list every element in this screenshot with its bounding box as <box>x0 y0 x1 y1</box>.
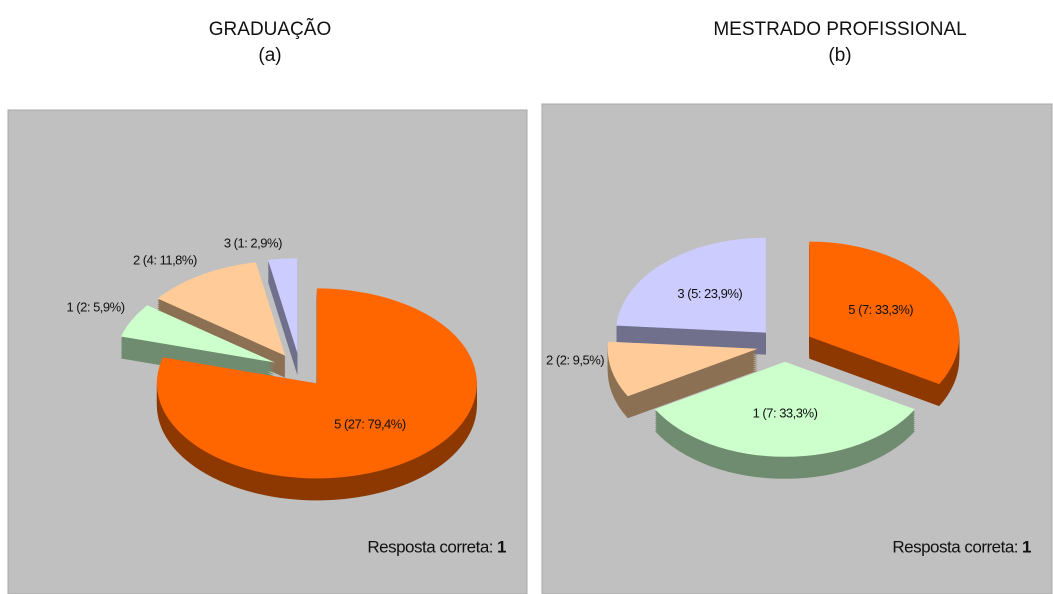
chart-title: GRADUAÇÃO <box>209 18 331 40</box>
data-label: 3 (1: 2,9%) <box>224 235 282 250</box>
chart-subtitle: (b) <box>828 45 851 66</box>
pie-slice <box>121 305 275 363</box>
chart-subtitle: (a) <box>258 45 281 66</box>
pie-slice <box>655 361 915 457</box>
annotation: Resposta correta: <box>367 537 493 556</box>
data-label: 5 (7: 33,3%) <box>848 302 913 317</box>
chart-title: MESTRADO PROFISSIONAL <box>713 19 966 40</box>
annotation: Resposta correta: <box>892 537 1018 556</box>
pie-slice <box>157 262 286 356</box>
pie-slice <box>156 288 477 479</box>
pie-slice <box>616 237 766 333</box>
answer: 1 <box>497 537 506 556</box>
answer: 1 <box>1022 537 1031 556</box>
data-label: 1 (2: 5,9%) <box>66 299 124 314</box>
pie-slice <box>809 241 960 385</box>
data-label: 3 (5: 23,9%) <box>677 286 742 301</box>
data-label: 2 (2: 9,5%) <box>546 352 604 367</box>
data-label: 5 (27: 79,4%) <box>334 417 406 432</box>
pie-slice <box>268 258 298 354</box>
pie-slice <box>607 341 758 397</box>
data-label: 2 (4: 11,8%) <box>133 252 197 267</box>
data-label: 1 (7: 33,3%) <box>753 405 818 420</box>
